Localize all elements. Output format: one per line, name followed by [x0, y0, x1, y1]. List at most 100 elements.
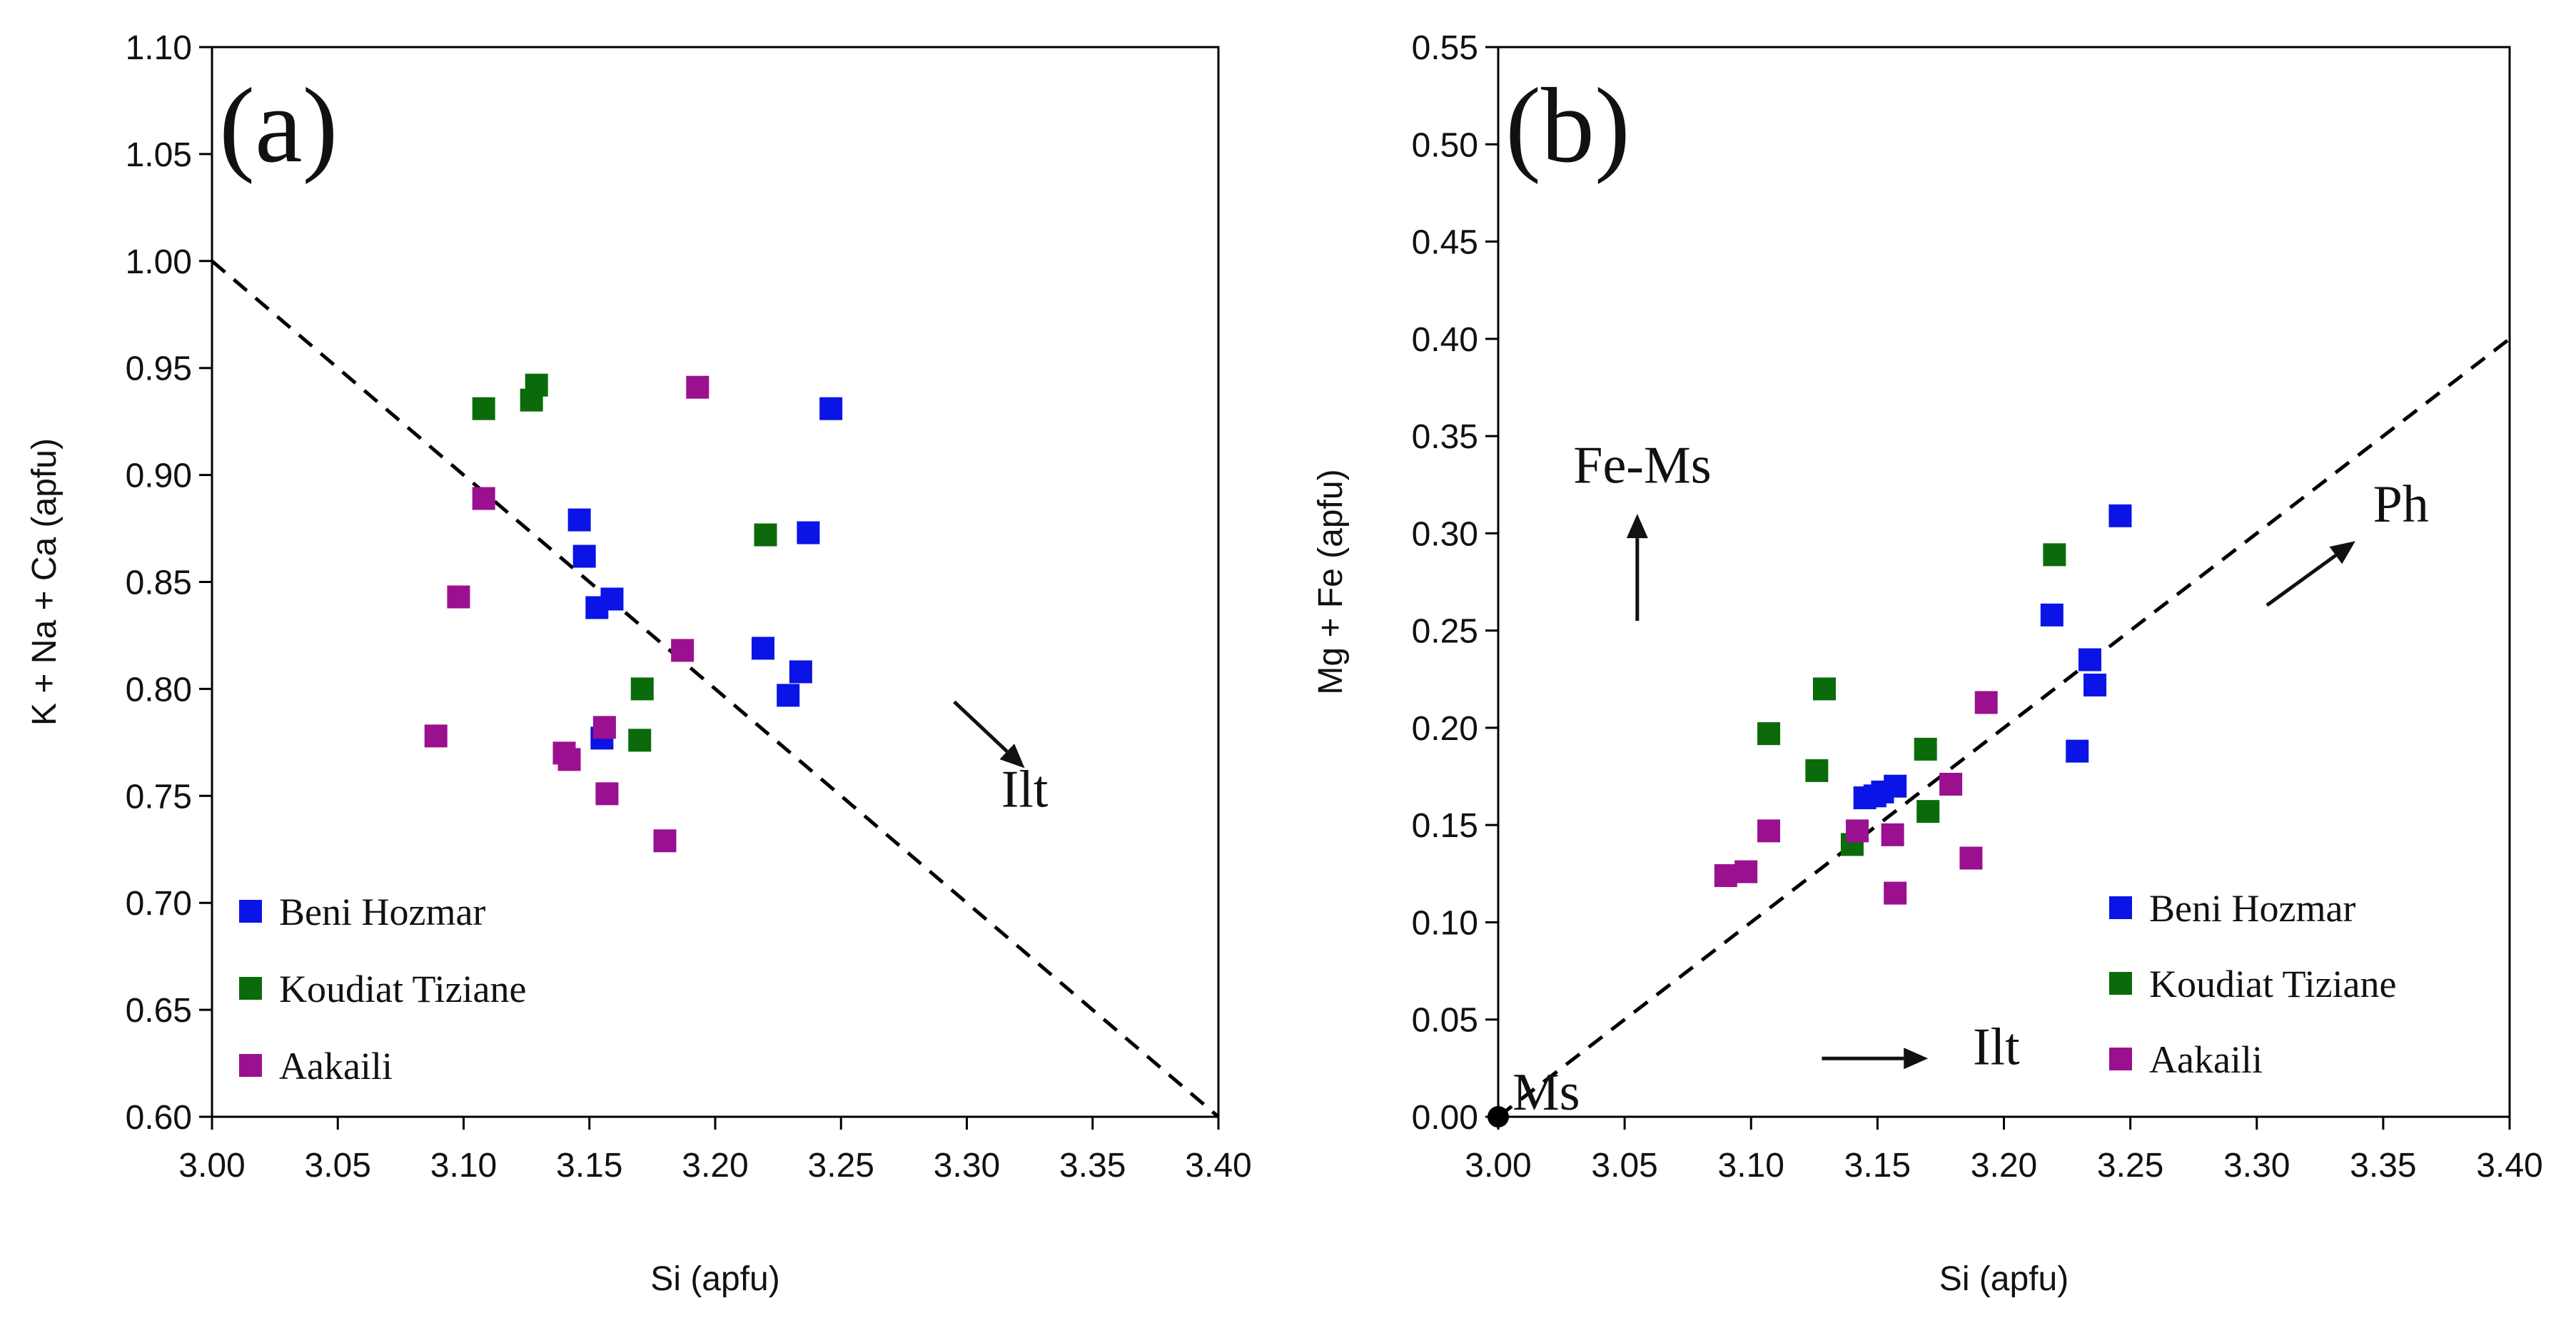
reference-line [1497, 337, 2511, 1118]
data-point [592, 716, 616, 739]
y-tick-label: 0.00 [1412, 1099, 1478, 1137]
x-tick-label: 3.25 [2097, 1147, 2163, 1185]
y-tick-label: 0.75 [126, 778, 192, 816]
legend-label: Beni Hozmar [2149, 887, 2355, 930]
legend-marker [2109, 1048, 2132, 1070]
legend-label: Beni Hozmar [279, 891, 485, 933]
data-point [751, 637, 774, 660]
x-tick-label: 3.30 [934, 1147, 1000, 1185]
y-tick-label: 0.95 [126, 350, 192, 388]
legend-marker [239, 1054, 262, 1077]
y-tick-label: 0.40 [1412, 321, 1478, 359]
y-tick-label: 0.80 [126, 671, 192, 709]
x-tick-label: 3.30 [2223, 1147, 2290, 1185]
panel-a-chart: 3.00 3.05 3.10 3.15 3.20 3.25 3.30 3.35 3.40 0.60… [26, 29, 1252, 1298]
arrow-label: Ph [2373, 475, 2429, 534]
y-tick-label: 1.10 [126, 29, 192, 67]
y-tick-label: 0.45 [1412, 224, 1478, 262]
y-tick-label: 0.25 [1412, 613, 1478, 651]
data-point [472, 487, 495, 510]
arrow-shaft [953, 700, 1009, 753]
data-point [1714, 864, 1737, 888]
y-tick-label: 1.00 [126, 243, 192, 281]
x-axis-title: Si (apfu) [1939, 1260, 2069, 1298]
data-point [653, 829, 677, 853]
data-point [1734, 860, 1758, 883]
x-tick-label: 3.00 [178, 1147, 245, 1185]
y-axis-title: K + Na + Ca (apfu) [26, 438, 64, 726]
data-point [1959, 846, 1983, 870]
data-point [2043, 543, 2066, 567]
x-tick-label: 3.05 [305, 1147, 371, 1185]
data-point [671, 639, 694, 662]
y-tick-label: 0.15 [1412, 807, 1478, 845]
panel-b-chart: 3.00 3.05 3.10 3.15 3.20 3.25 3.30 3.35 3.40 0.00… [1312, 29, 2543, 1298]
data-point [567, 508, 591, 532]
data-point [2040, 603, 2064, 627]
arrow-label: Fe-Ms [1573, 437, 1711, 495]
data-point [2108, 504, 2132, 527]
origin-point [1487, 1106, 1509, 1127]
data-point [1846, 819, 1869, 843]
data-point [2066, 739, 2089, 763]
panel-label: (a) [219, 66, 338, 185]
legend-marker [239, 900, 262, 923]
y-tick-label: 0.05 [1412, 1002, 1478, 1040]
legend-label: Aakaili [279, 1045, 393, 1088]
plot-frame [211, 46, 1220, 1118]
data-point [1916, 800, 1940, 823]
arrow-shaft [2266, 554, 2337, 607]
y-tick-label: 0.20 [1412, 710, 1478, 748]
plot-frame [1497, 46, 2511, 1118]
legend-label: Koudiat Tiziane [279, 968, 527, 1010]
data-point [797, 521, 820, 544]
x-tick-label: 3.40 [1185, 1147, 1251, 1185]
origin-label: Ms [1512, 1063, 1580, 1122]
legend-label: Koudiat Tiziane [2149, 963, 2397, 1005]
x-tick-label: 3.40 [2476, 1147, 2542, 1185]
data-point [1812, 677, 1836, 701]
y-tick-label: 0.65 [126, 992, 192, 1030]
data-point [572, 544, 596, 568]
data-point [1974, 691, 1998, 714]
reference-line [211, 259, 1220, 1118]
panel-label: (b) [1505, 66, 1630, 185]
data-point [1939, 772, 1963, 796]
arrow-head [999, 744, 1025, 769]
data-point [2078, 648, 2101, 671]
data-point [1881, 823, 1904, 846]
arrow-label: Ilt [1001, 760, 1049, 818]
y-tick-label: 0.85 [126, 564, 192, 602]
x-tick-label: 3.10 [1718, 1147, 1784, 1185]
legend-marker [239, 977, 262, 1000]
x-tick-label: 3.35 [1059, 1147, 1126, 1185]
y-tick-label: 0.10 [1412, 904, 1478, 942]
x-tick-label: 3.35 [2350, 1147, 2416, 1185]
data-point [525, 373, 548, 397]
data-point [600, 587, 624, 611]
x-tick-label: 3.15 [1844, 1147, 1911, 1185]
data-point [557, 748, 581, 771]
arrow-head [1904, 1048, 1929, 1070]
arrow-label: Ilt [1973, 1018, 2020, 1076]
y-axis-title: Mg + Fe (apfu) [1312, 469, 1350, 694]
data-point [754, 523, 777, 547]
x-tick-label: 3.20 [682, 1147, 748, 1185]
data-point [2083, 673, 2107, 696]
y-tick-label: 0.50 [1412, 126, 1478, 164]
legend-marker [2109, 972, 2132, 995]
data-point [628, 729, 652, 752]
x-tick-label: 3.05 [1591, 1147, 1657, 1185]
arrow-head [2329, 541, 2355, 564]
legend-marker [2109, 896, 2132, 919]
data-point [686, 375, 709, 399]
x-tick-label: 3.10 [430, 1147, 497, 1185]
x-tick-label: 3.15 [556, 1147, 622, 1185]
data-point [595, 782, 619, 806]
data-point [630, 677, 654, 701]
arrow-head [1626, 514, 1648, 539]
y-tick-label: 1.05 [126, 136, 192, 174]
y-tick-label: 0.55 [1412, 29, 1478, 67]
data-point [1884, 774, 1907, 798]
